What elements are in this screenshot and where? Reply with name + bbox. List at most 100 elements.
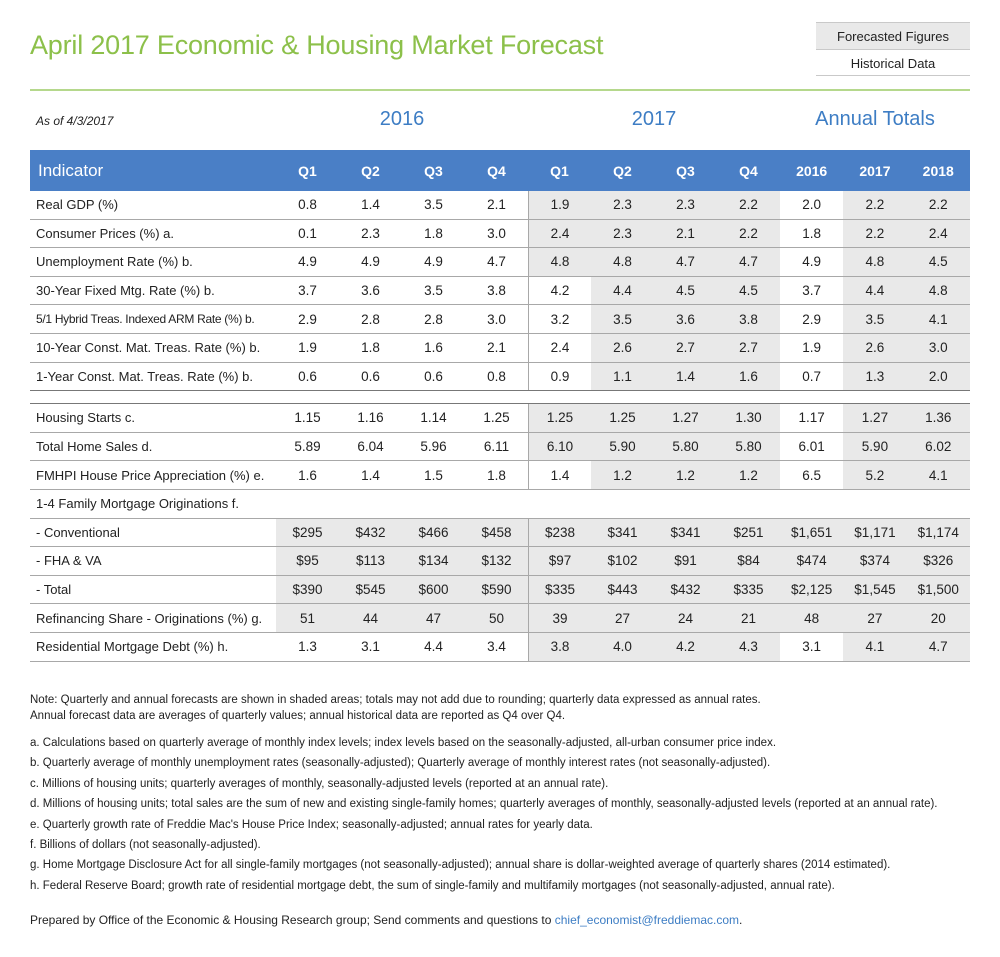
notes: Note: Quarterly and annual forecasts are… <box>30 692 975 896</box>
table-cell: 3.5 <box>591 305 654 333</box>
legend-forecasted: Forecasted Figures <box>816 22 970 49</box>
table-cell: $132 <box>465 547 528 575</box>
table-cell: 4.5 <box>717 276 780 305</box>
prepared-by: Prepared by Office of the Economic & Hou… <box>30 913 742 927</box>
table-cell: 6.01 <box>798 439 825 455</box>
table-cell: 1.30 <box>717 404 780 432</box>
table-cell: 2.6 <box>591 333 654 362</box>
year-label-annual: Annual Totals <box>815 108 935 130</box>
table-cell: 1.25 <box>528 404 591 432</box>
table-cell: $113 <box>339 547 402 575</box>
table-cell: 4.8 <box>591 248 654 276</box>
table-cell: 0.9 <box>528 362 591 391</box>
contact-email-link[interactable]: chief_economist@freddiemac.com <box>554 913 740 927</box>
table-cell: 1.1 <box>591 362 654 391</box>
table-row: FMHPI House Price Appreciation (%) e. 1.6… <box>30 461 970 490</box>
table-cell: 2.8 <box>424 311 443 327</box>
table-cell: 4.5 <box>906 248 970 276</box>
table-cell: $474 <box>780 547 844 575</box>
table-cell: 5.80 <box>717 432 780 461</box>
row-label: - Conventional <box>36 524 120 540</box>
table-cell: 4.8 <box>843 248 907 276</box>
row-label: 5/1 Hybrid Treas. Indexed ARM Rate (%) b… <box>36 312 255 327</box>
table-cell: 4.4 <box>424 639 443 655</box>
table-cell: 2.3 <box>591 191 654 219</box>
table-cell <box>717 490 780 518</box>
table-cell: 5.2 <box>843 461 907 489</box>
table-row: - Total $390 $545 $600 $590 $335 $443 $432 $335 $… <box>30 575 970 605</box>
table-cell: 2.1 <box>487 197 506 213</box>
footnote: g. Home Mortgage Disclosure Act for all … <box>30 859 891 872</box>
table-cell: 2.3 <box>654 191 717 219</box>
page-title: April 2017 Economic & Housing Market For… <box>30 30 604 60</box>
table-cell: $443 <box>591 575 654 604</box>
table-row: - Conventional $295 $432 $466 $458 $238 $341 $3… <box>30 518 970 548</box>
table-cell: $238 <box>528 518 591 547</box>
table-row: 1-4 Family Mortgage Originations f. <box>30 490 970 519</box>
table-cell: 6.04 <box>357 439 384 455</box>
table-cell: 39 <box>528 604 591 632</box>
table-cell: 1.27 <box>843 404 907 432</box>
table-cell: 3.4 <box>487 639 506 655</box>
table-row: - FHA & VA $95 $113 $134 $132 $97 $102 $91 $84 $4… <box>30 547 970 576</box>
table-cell: 3.5 <box>424 197 443 213</box>
table-cell: 1.2 <box>717 461 780 489</box>
table-cell: 4.2 <box>528 276 591 305</box>
table-body: Real GDP (%) 0.8 1.4 3.5 2.1 1.9 2.3 2.3 2.2 2.0 2… <box>30 191 970 662</box>
table-cell: $1,545 <box>843 575 907 604</box>
row-label: - Total <box>36 582 72 598</box>
header-col: Q2 <box>613 162 632 179</box>
table-cell: 6.11 <box>483 439 510 455</box>
table-cell: 1.27 <box>654 404 717 432</box>
table-cell: 1.4 <box>361 467 380 483</box>
table-row: Refinancing Share - Originations (%) g. 5… <box>30 604 970 633</box>
table-cell: 27 <box>591 604 654 632</box>
table-cell <box>465 490 528 518</box>
header-indicator: Indicator <box>38 160 104 180</box>
row-label: Refinancing Share - Originations (%) g. <box>36 610 263 626</box>
as-of-date: As of 4/3/2017 <box>36 114 114 128</box>
header-col: Q4 <box>739 162 758 179</box>
prepared-suffix: . <box>739 913 743 927</box>
table-cell: 1.6 <box>298 467 317 483</box>
table-cell: $466 <box>402 518 465 547</box>
row-label: 1-Year Const. Mat. Treas. Rate (%) b. <box>36 368 253 384</box>
table-cell: 2.2 <box>717 191 780 219</box>
table-cell: $545 <box>339 575 402 604</box>
table-row: 10-Year Const. Mat. Treas. Rate (%) b. 1.… <box>30 333 970 363</box>
table-cell: 2.7 <box>717 333 780 362</box>
table-cell <box>843 490 906 518</box>
table-cell: $84 <box>717 547 780 575</box>
table-cell: $390 <box>276 575 339 604</box>
table-row: Total Home Sales d. 5.89 6.04 5.96 6.11 6.10 5… <box>30 432 970 462</box>
row-label: Residential Mortgage Debt (%) h. <box>36 639 229 655</box>
table-cell: 3.0 <box>487 311 506 327</box>
table-cell: 4.1 <box>906 461 970 489</box>
table-cell: 1.36 <box>906 404 970 432</box>
row-label: 30-Year Fixed Mtg. Rate (%) b. <box>36 283 215 299</box>
table-cell: 3.8 <box>487 283 506 299</box>
table-cell: $335 <box>528 575 591 604</box>
table-cell: 50 <box>465 604 528 632</box>
table-cell: $590 <box>465 575 528 604</box>
table-cell: 3.6 <box>654 305 717 333</box>
table-cell <box>276 490 339 518</box>
table-cell: 4.3 <box>717 632 780 661</box>
table-cell: $432 <box>339 518 402 547</box>
table-row: 30-Year Fixed Mtg. Rate (%) b. 3.7 3.6 3.5 3… <box>30 276 970 306</box>
table-cell: $1,174 <box>906 518 970 547</box>
header-col: Q1 <box>550 162 569 179</box>
table-cell: 1.25 <box>591 404 654 432</box>
table-cell: 0.8 <box>298 197 317 213</box>
table-cell: $2,125 <box>780 575 844 604</box>
table-cell: 1.9 <box>802 340 822 356</box>
table-cell: 4.7 <box>654 248 717 276</box>
table-cell: 1.8 <box>802 225 822 241</box>
table-cell: 6.5 <box>802 467 822 483</box>
table-cell: 20 <box>906 604 970 632</box>
table-cell: 1.6 <box>717 362 780 391</box>
table-cell: 3.7 <box>298 283 317 299</box>
table-cell: 5.89 <box>294 439 321 455</box>
table-cell: 2.8 <box>361 311 380 327</box>
header-col: Q4 <box>487 162 506 179</box>
